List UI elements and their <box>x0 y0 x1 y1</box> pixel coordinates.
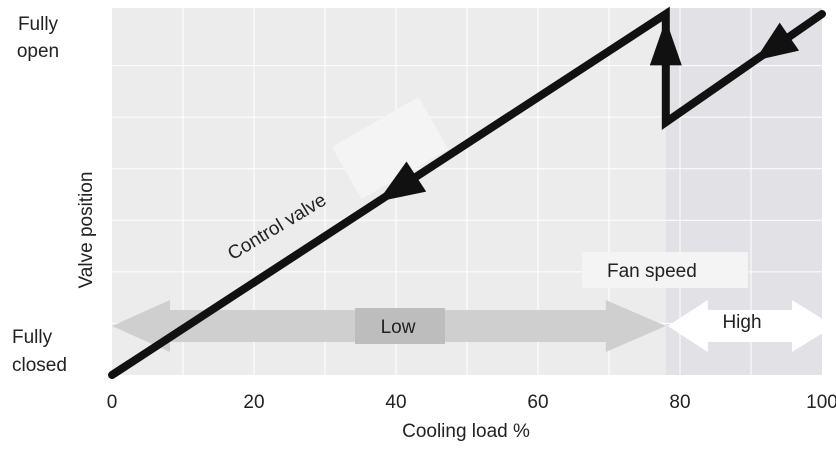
x-tick-label-5: 100 <box>806 392 836 413</box>
arrow-head-right <box>754 22 800 61</box>
high-band-arrow <box>667 300 834 352</box>
x-tick-label-1: 20 <box>243 392 264 413</box>
x-tick-label-4: 80 <box>669 392 690 413</box>
fan-speed-label-box <box>582 252 748 288</box>
arrow-head-left <box>377 161 427 202</box>
x-tick-label-0: 0 <box>107 392 118 413</box>
low-label-background <box>355 308 445 344</box>
x-tick-label-2: 40 <box>385 392 406 413</box>
fan-speed-label: Fan speed <box>607 261 697 282</box>
fully-open-label-line2: open <box>17 41 59 62</box>
fully-open-label-line1: Fully <box>18 14 59 35</box>
fully-closed-label-line1: Fully <box>12 327 53 348</box>
y-axis-title: Valve position <box>76 172 97 289</box>
high-band-label: High <box>722 312 761 333</box>
low-band-label: Low <box>381 317 416 338</box>
x-axis-title: Cooling load % <box>402 421 530 442</box>
fully-closed-label-line2: closed <box>12 355 67 376</box>
arrow-head-up <box>649 19 682 66</box>
control-valve-label-box <box>331 97 449 199</box>
x-tick-label-3: 60 <box>527 392 548 413</box>
